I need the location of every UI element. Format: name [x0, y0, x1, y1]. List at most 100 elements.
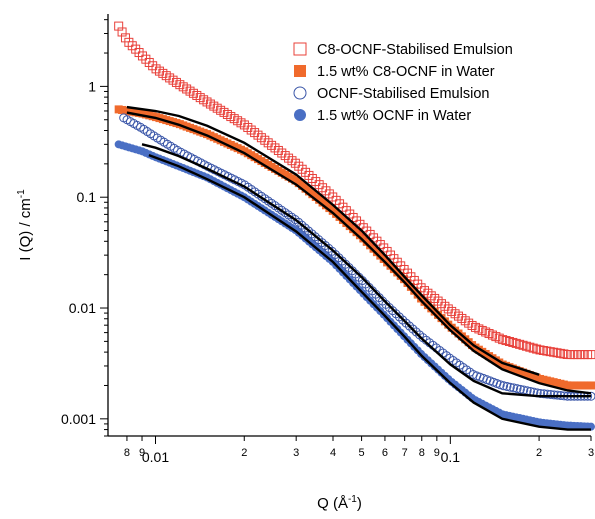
data-point	[457, 313, 467, 323]
data-point	[324, 189, 334, 199]
legend-marker	[293, 42, 307, 56]
data-point	[277, 148, 287, 158]
data-point	[297, 220, 307, 230]
data-point	[300, 223, 310, 233]
legend-label: C8-OCNF-Stabilised Emulsion	[317, 42, 513, 58]
data-point	[124, 37, 134, 47]
data-point	[236, 118, 246, 128]
data-point	[317, 238, 327, 248]
data-point	[341, 206, 351, 216]
data-point	[501, 336, 511, 346]
data-point	[154, 66, 164, 76]
x-tick-label: 7	[402, 447, 408, 459]
data-point	[587, 381, 595, 390]
data-point	[415, 330, 425, 340]
data-point	[470, 322, 480, 332]
data-point	[294, 161, 304, 171]
data-point	[394, 312, 404, 322]
data-point	[290, 158, 300, 168]
data-point	[318, 183, 328, 193]
data-point	[528, 343, 538, 353]
data-point	[411, 327, 421, 337]
legend-item: C8-OCNF-Stabilised Emulsion	[293, 42, 513, 58]
series-2	[119, 113, 595, 401]
data-point	[287, 156, 297, 166]
data-point	[297, 164, 307, 174]
x-tick-label: 3	[293, 447, 299, 459]
data-point	[538, 346, 548, 356]
data-point	[487, 330, 497, 340]
legend-item: 1.5 wt% OCNF in Water	[294, 108, 471, 124]
data-point	[398, 315, 408, 325]
data-point	[515, 339, 525, 349]
data-point	[499, 381, 509, 391]
data-point	[391, 309, 401, 319]
data-point	[539, 389, 549, 399]
data-point	[408, 324, 418, 334]
data-point	[542, 389, 552, 399]
data-point	[443, 304, 453, 314]
data-point	[388, 306, 398, 316]
data-point	[250, 128, 260, 138]
data-point	[404, 321, 414, 331]
data-point	[337, 256, 347, 266]
data-point	[474, 324, 484, 334]
data-point	[549, 390, 559, 400]
data-point	[481, 327, 491, 337]
x-tick-label: 5	[359, 447, 365, 459]
data-point	[294, 217, 304, 227]
data-point	[328, 192, 338, 202]
data-point	[117, 27, 127, 37]
data-point	[401, 318, 411, 328]
data-point	[137, 51, 147, 61]
data-point	[141, 54, 151, 64]
data-point	[453, 311, 463, 321]
data-point	[304, 226, 314, 236]
x-tick-label: 0.01	[142, 449, 169, 465]
legend-marker	[293, 86, 307, 100]
y-tick-label: 1	[88, 78, 96, 94]
legend: C8-OCNF-Stabilised Emulsion 1.5 wt% C8-OC…	[293, 42, 513, 124]
data-point	[327, 246, 337, 256]
data-point	[440, 301, 450, 311]
y-axis-label: I (Q) / cm-1	[16, 189, 34, 261]
data-point	[314, 180, 324, 190]
data-point	[549, 347, 559, 357]
data-point	[433, 296, 443, 306]
data-point	[260, 135, 270, 145]
data-point	[256, 133, 266, 143]
x-tick-label: 8	[124, 447, 130, 459]
y-tick-label: 0.1	[77, 189, 97, 205]
data-point	[253, 130, 263, 140]
data-point	[467, 320, 477, 330]
data-point	[320, 240, 330, 250]
data-point	[144, 57, 154, 67]
x-tick-label: 9	[139, 447, 145, 459]
x-tick-label: 6	[382, 447, 388, 459]
data-point	[307, 229, 317, 239]
data-point	[284, 153, 294, 163]
data-point	[518, 340, 528, 350]
data-point	[559, 349, 569, 359]
y-tick-label: 0.001	[61, 411, 96, 427]
data-point	[436, 299, 446, 309]
data-point	[509, 383, 519, 393]
legend-item: 1.5 wt% C8-OCNF in Water	[294, 64, 495, 80]
data-point	[314, 235, 324, 245]
data-point	[243, 122, 253, 132]
data-point	[502, 381, 512, 391]
fit-line	[126, 111, 592, 395]
data-point	[491, 332, 501, 342]
fit-line	[148, 153, 591, 431]
data-point	[304, 170, 314, 180]
data-point	[430, 293, 440, 303]
data-point	[151, 64, 161, 74]
data-point	[508, 337, 518, 347]
data-point	[165, 73, 175, 83]
data-point	[378, 296, 388, 306]
data-point	[307, 174, 317, 184]
data-point	[494, 333, 504, 343]
data-point	[512, 384, 522, 394]
data-point	[477, 325, 487, 335]
